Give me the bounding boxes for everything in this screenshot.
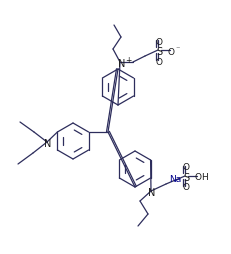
Text: Na: Na (168, 175, 180, 184)
Text: N: N (148, 187, 155, 197)
Text: O: O (155, 57, 162, 66)
Text: N: N (118, 59, 125, 69)
Text: O: O (155, 37, 162, 46)
Text: +: + (124, 55, 131, 64)
Text: S: S (182, 172, 188, 182)
Text: N: N (44, 138, 52, 148)
Text: O: O (182, 183, 189, 192)
Text: O: O (194, 173, 201, 182)
Text: ⁻: ⁻ (175, 44, 179, 53)
Text: O: O (182, 163, 189, 172)
Text: O: O (167, 47, 174, 56)
Text: H: H (201, 173, 207, 182)
Text: S: S (155, 47, 161, 57)
